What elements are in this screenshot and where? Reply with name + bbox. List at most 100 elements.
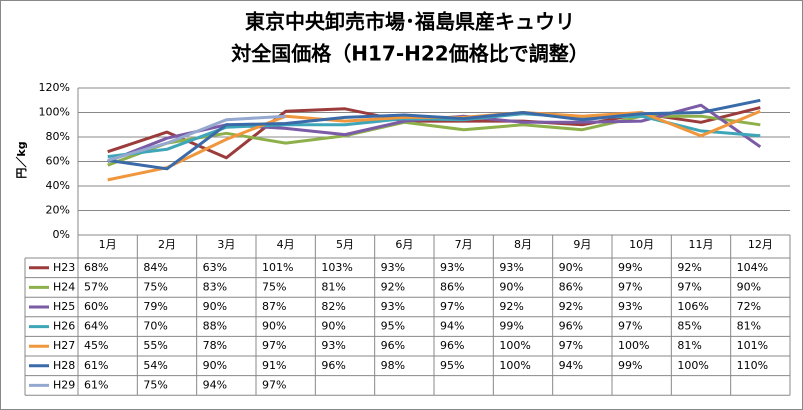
table-cell: 87% [262, 300, 286, 313]
y-tick-label: 60% [46, 155, 70, 168]
table-cell: 93% [381, 261, 405, 274]
table-cell: 97% [618, 280, 642, 293]
table-cell: 57% [84, 280, 108, 293]
table-cell: 101% [262, 261, 293, 274]
y-tick-label: 120% [39, 81, 70, 94]
chart-title: 東京中央卸売市場･福島県産キュウリ [245, 10, 575, 34]
table-cell: 90% [321, 320, 345, 333]
table-cell: 95% [381, 320, 405, 333]
table-cell: 75% [262, 280, 286, 293]
table-cell: 78% [203, 339, 227, 352]
legend-label: H27 [53, 339, 75, 352]
table-cell: 75% [143, 280, 167, 293]
table-cell: 83% [203, 280, 227, 293]
table-cell: 70% [143, 320, 167, 333]
table-cell: 93% [499, 261, 523, 274]
table-cell: 98% [381, 359, 405, 372]
table-cell: 93% [440, 261, 464, 274]
table-cell: 92% [677, 261, 701, 274]
table-cell: 90% [203, 359, 227, 372]
table-cell: 100% [499, 339, 530, 352]
table-cell: 92% [381, 280, 405, 293]
table-cell: 82% [321, 300, 345, 313]
table-cell: 100% [618, 339, 649, 352]
x-tick-label: 3月 [217, 238, 235, 251]
table-cell: 100% [499, 359, 530, 372]
table-cell: 79% [143, 300, 167, 313]
table-cell: 106% [677, 300, 708, 313]
table-cell: 90% [737, 280, 761, 293]
legend-label: H24 [53, 280, 75, 293]
series-line [107, 98, 761, 171]
y-tick-label: 80% [46, 130, 70, 143]
table-cell: 86% [559, 280, 583, 293]
table-cell: 63% [203, 261, 227, 274]
table-cell: 61% [84, 359, 108, 372]
table-cell: 104% [737, 261, 768, 274]
table-cell: 94% [203, 378, 227, 391]
x-tick-label: 2月 [158, 238, 176, 251]
legend-label: H23 [53, 261, 75, 274]
table-cell: 100% [677, 359, 708, 372]
table-cell: 88% [203, 320, 227, 333]
x-tick-label: 4月 [277, 238, 295, 251]
table-cell: 90% [203, 300, 227, 313]
table-cell: 84% [143, 261, 167, 274]
table-cell: 101% [737, 339, 768, 352]
y-tick-label: 0% [53, 228, 70, 241]
table-cell: 75% [143, 378, 167, 391]
table-cell: 95% [440, 359, 464, 372]
table-cell: 81% [737, 320, 761, 333]
table-cell: 54% [143, 359, 167, 372]
table-cell: 97% [440, 300, 464, 313]
y-tick-label: 20% [46, 204, 70, 217]
table-cell: 99% [618, 359, 642, 372]
table-cell: 110% [737, 359, 768, 372]
table-cell: 64% [84, 320, 108, 333]
table-cell: 97% [559, 339, 583, 352]
table-cell: 96% [559, 320, 583, 333]
table-cell: 90% [262, 320, 286, 333]
table-cell: 94% [559, 359, 583, 372]
table-cell: 92% [559, 300, 583, 313]
table-cell: 103% [321, 261, 352, 274]
table-cell: 96% [440, 339, 464, 352]
legend-label: H29 [53, 378, 75, 391]
series-line [107, 114, 286, 162]
table-cell: 92% [499, 300, 523, 313]
y-tick-label: 100% [39, 106, 70, 119]
table-cell: 45% [84, 339, 108, 352]
table-cell: 90% [559, 261, 583, 274]
table-cell: 96% [381, 339, 405, 352]
table-cell: 55% [143, 339, 167, 352]
x-tick-label: 7月 [455, 238, 473, 251]
table-cell: 91% [262, 359, 286, 372]
table-cell: 99% [499, 320, 523, 333]
x-tick-label: 5月 [336, 238, 354, 251]
chart-title: 対全国価格（H17-H22価格比で調整） [230, 42, 588, 66]
y-axis-label: 円／kg [15, 141, 28, 178]
table-cell: 97% [677, 280, 701, 293]
x-tick-label: 8月 [514, 238, 532, 251]
table-cell: 85% [677, 320, 701, 333]
table-cell: 60% [84, 300, 108, 313]
table-cell: 96% [321, 359, 345, 372]
table-cell: 93% [321, 339, 345, 352]
table-cell: 81% [677, 339, 701, 352]
table-cell: 97% [262, 339, 286, 352]
table-cell: 61% [84, 378, 108, 391]
table-cell: 86% [440, 280, 464, 293]
table-cell: 97% [618, 320, 642, 333]
x-tick-label: 10月 [629, 238, 654, 251]
legend-label: H26 [53, 320, 75, 333]
table-cell: 72% [737, 300, 761, 313]
table-cell: 81% [321, 280, 345, 293]
table-cell: 99% [618, 261, 642, 274]
y-tick-label: 40% [46, 179, 70, 192]
x-tick-label: 1月 [99, 238, 117, 251]
table-cell: 97% [262, 378, 286, 391]
table-cell: 94% [440, 320, 464, 333]
legend-label: H28 [53, 359, 75, 372]
